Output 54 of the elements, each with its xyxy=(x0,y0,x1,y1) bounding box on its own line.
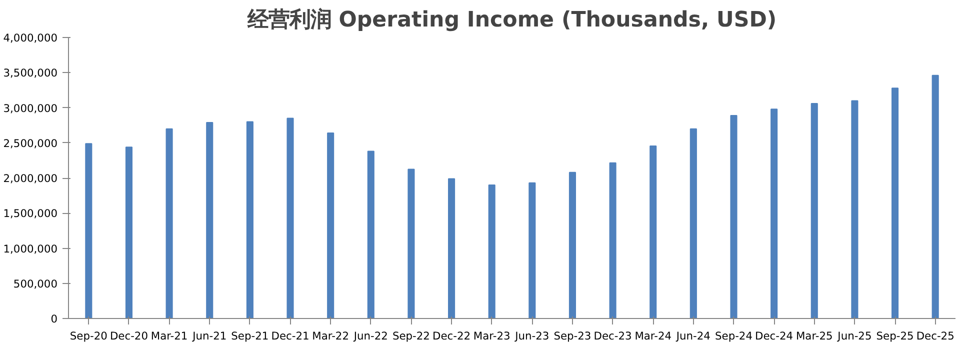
x-tick-label: Sep-22 xyxy=(392,330,430,342)
x-tick-label: Mar-23 xyxy=(473,330,510,342)
bar xyxy=(448,178,456,318)
bar xyxy=(246,121,254,318)
bar xyxy=(690,128,697,318)
x-tick-label: Dec-22 xyxy=(432,330,471,342)
bar xyxy=(528,182,536,318)
x-tick-label: Dec-25 xyxy=(916,330,954,342)
y-tick-label: 4,000,000 xyxy=(3,32,58,44)
x-tick-label: Jun-22 xyxy=(352,330,388,342)
x-tick-label: Jun-21 xyxy=(192,330,227,342)
x-tick-label: Dec-23 xyxy=(594,330,632,342)
x-tick-label: Jun-25 xyxy=(836,330,872,342)
x-tick-label: Sep-24 xyxy=(715,330,753,342)
bar xyxy=(408,168,415,318)
x-tick-label: Sep-20 xyxy=(70,330,108,342)
y-tick-label: 3,000,000 xyxy=(3,102,58,115)
y-tick-label: 2,000,000 xyxy=(3,172,58,185)
x-tick-label: Mar-25 xyxy=(796,330,833,342)
bar xyxy=(650,146,657,318)
bar xyxy=(85,143,92,318)
bar xyxy=(851,100,858,318)
chart-title: 经营利润 Operating Income (Thousands, USD) xyxy=(246,8,777,32)
bar xyxy=(125,146,132,318)
x-tick-label: Jun-24 xyxy=(675,330,711,342)
x-tick-label: Dec-24 xyxy=(755,330,794,342)
bar xyxy=(932,74,939,318)
x-tick-label: Jun-23 xyxy=(514,330,550,342)
bar xyxy=(609,162,616,318)
y-tick-label: 1,000,000 xyxy=(3,242,58,256)
x-tick-label: Mar-22 xyxy=(312,330,349,342)
x-tick-label: Mar-21 xyxy=(150,330,188,342)
bar xyxy=(327,132,334,318)
bar xyxy=(892,88,899,318)
x-tick-label: Dec-20 xyxy=(110,330,148,342)
bar xyxy=(770,108,778,318)
bar xyxy=(810,103,818,318)
x-tick-label: Sep-25 xyxy=(876,330,914,342)
y-tick-label: 2,500,000 xyxy=(3,136,58,150)
bar xyxy=(166,128,173,318)
bar xyxy=(488,184,496,318)
bar xyxy=(730,114,738,318)
x-tick-label: Dec-21 xyxy=(271,330,310,342)
y-tick-label: 0 xyxy=(50,312,58,326)
bar xyxy=(568,172,576,318)
y-tick-label: 1,500,000 xyxy=(3,207,58,220)
bar xyxy=(286,118,294,318)
x-tick-label: Sep-23 xyxy=(554,330,592,342)
x-tick-label: Sep-21 xyxy=(231,330,269,342)
bar xyxy=(206,122,214,318)
x-tick-label: Mar-24 xyxy=(634,330,672,342)
y-tick-label: 500,000 xyxy=(13,277,58,290)
bar xyxy=(367,150,374,318)
y-tick-label: 3,500,000 xyxy=(3,66,58,80)
